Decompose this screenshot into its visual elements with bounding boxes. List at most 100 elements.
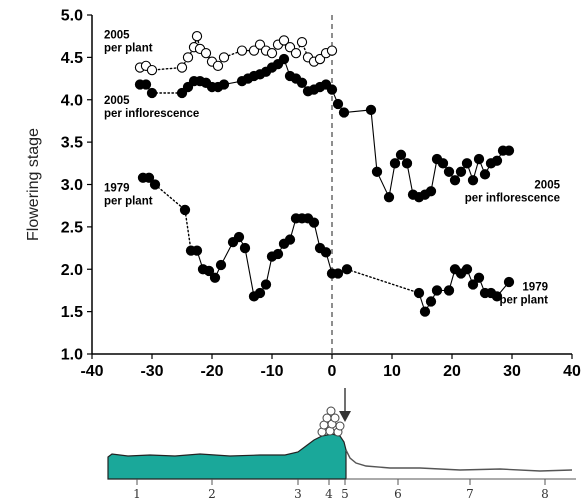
y-tick-label: 2.0 [61, 262, 83, 279]
series-1-point [437, 158, 449, 169]
series-2-point [425, 296, 437, 307]
series-2-point [461, 264, 473, 275]
series-0-point [266, 47, 278, 59]
stage-number-label: 5 [341, 487, 349, 501]
series-1-point [176, 87, 188, 99]
series-1-point [443, 166, 455, 177]
y-axis-title: Flowering stage [25, 128, 42, 241]
x-tick-label: -10 [260, 363, 283, 380]
series-2-connector [346, 268, 420, 294]
series-2-point [443, 285, 455, 296]
series-1-point [332, 98, 344, 110]
series-2-point [233, 231, 245, 243]
series-1-point [395, 149, 407, 160]
y-tick-label: 1.0 [61, 347, 83, 364]
series-annotation-line: per plant [499, 294, 548, 306]
series-1-point [461, 158, 473, 169]
series-0-point [290, 47, 302, 59]
series-2-point [473, 272, 485, 283]
x-tick-label: 0 [328, 363, 337, 380]
series-annotation-line: 1979 [104, 182, 130, 194]
series-1-point [467, 175, 479, 186]
series-2-point [491, 291, 503, 302]
series-2-point [149, 179, 161, 190]
series-annotation-line: 2005 [104, 30, 130, 42]
series-2-point [260, 279, 272, 290]
stage-number-label: 7 [466, 487, 474, 501]
series-annotation-line: 2005 [534, 180, 560, 192]
series-2-point [191, 245, 203, 256]
series-1-point [365, 104, 377, 116]
series-2-point [341, 264, 353, 275]
scatter-plot: 1.0 1.5 2.0 2.5 3.0 3.5 4.0 4.5 5.0 -40 -30 -20 -10 0… [25, 8, 581, 381]
series-0-point [326, 45, 338, 56]
series-1-point [401, 158, 413, 169]
series-0-point [191, 31, 203, 42]
stage-number-label: 4 [325, 487, 333, 501]
stage-number-label: 8 [541, 487, 549, 501]
series-annotation-line: per inflorescence [465, 193, 560, 205]
series-2-point [272, 248, 284, 260]
series-0-point [278, 35, 290, 46]
x-tick-label: -20 [200, 363, 223, 380]
series-2-point [203, 265, 215, 277]
series-0-point [248, 45, 260, 56]
series-2-point [209, 272, 221, 283]
series-annotation-line: per plant [104, 195, 153, 207]
series-0-point [236, 45, 248, 56]
series-1-point [371, 166, 383, 177]
series-2-point [143, 172, 155, 183]
x-tick-label: -30 [140, 363, 163, 380]
series-1-point [182, 81, 194, 93]
series-1-point [218, 79, 230, 90]
series-1-point [389, 158, 401, 169]
series-1-point [455, 166, 467, 177]
x-tick-label: -40 [80, 363, 103, 380]
series-annotation-line: per inflorescence [104, 108, 199, 120]
series-2-point [254, 287, 266, 299]
x-tick-label: 20 [443, 363, 461, 380]
y-tick-label: 4.5 [61, 50, 83, 67]
series-2-point [239, 242, 251, 254]
x-tick-label: 10 [383, 363, 401, 380]
series-2-point [431, 285, 443, 296]
series-1-point [479, 169, 491, 180]
y-tick-label: 3.5 [61, 135, 83, 152]
stage-profile-outline [345, 449, 573, 472]
series-1-point [296, 77, 308, 88]
series-0-point [182, 52, 194, 63]
series-1-point [449, 175, 461, 186]
stage-number-label: 3 [294, 487, 302, 501]
series-1-point [491, 155, 503, 166]
y-tick-label: 2.5 [61, 219, 83, 236]
series-annotation-line: per plant [104, 43, 153, 55]
series-2-point [320, 247, 332, 258]
y-tick-label: 1.5 [61, 304, 83, 321]
series-1-point [326, 84, 338, 95]
y-tick-label: 4.0 [61, 92, 83, 109]
series-0-point [296, 36, 308, 48]
series-2-point [284, 234, 296, 245]
series-1-point [425, 186, 437, 197]
series-2-point [179, 204, 191, 216]
series-0-point [212, 60, 224, 71]
series-annotation-line: 2005 [104, 95, 130, 107]
series-0-point [200, 47, 212, 59]
stage-number-label: 2 [208, 487, 216, 501]
series-annotation-line: 1979 [522, 281, 548, 293]
series-2-point [308, 217, 320, 228]
series-1-point [503, 145, 515, 156]
series-0-point [254, 39, 266, 50]
series-2-point [413, 287, 425, 299]
series-1-point [383, 192, 395, 203]
series-1-point [146, 87, 158, 99]
series-2-connector [154, 183, 192, 252]
flower-bud-circle [330, 413, 340, 423]
series-2-point [215, 259, 227, 271]
y-tick-label: 3.0 [61, 177, 83, 194]
series-0-point [314, 53, 326, 65]
y-tick-label: 5.0 [61, 8, 83, 25]
